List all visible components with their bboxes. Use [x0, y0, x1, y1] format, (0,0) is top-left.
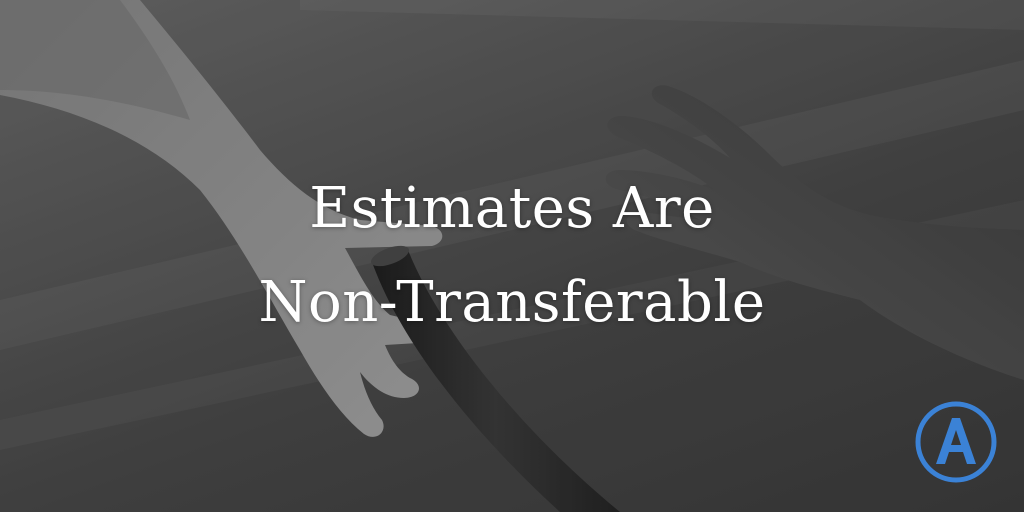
left-hand	[0, 0, 443, 437]
headline-line-2: Non-Transferable	[258, 270, 766, 335]
right-hand	[605, 85, 1024, 381]
headline-line-1: Estimates Are	[309, 176, 715, 241]
relay-baton	[371, 245, 620, 512]
letter-a-circle-logo-icon	[915, 401, 997, 483]
headline: Estimates Are Non-Transferable	[0, 162, 1024, 350]
